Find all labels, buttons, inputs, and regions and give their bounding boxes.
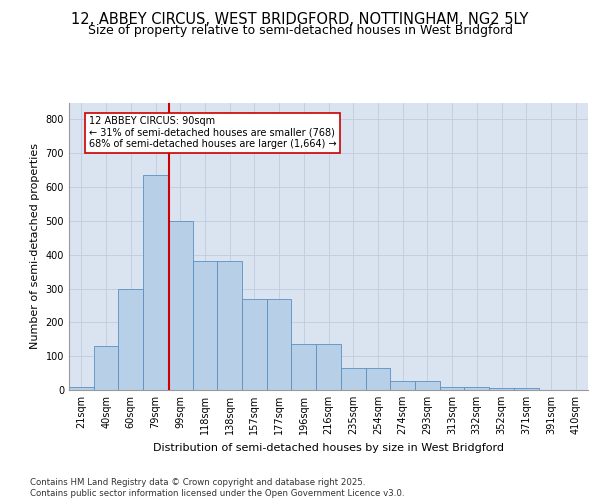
Bar [292, 344, 316, 390]
Bar [118, 288, 143, 390]
Bar [94, 346, 118, 390]
Bar [341, 368, 365, 390]
Bar [390, 380, 415, 390]
Bar [143, 175, 168, 390]
Bar [415, 380, 440, 390]
Bar [440, 386, 464, 390]
Bar [267, 298, 292, 390]
Text: 12, ABBEY CIRCUS, WEST BRIDGFORD, NOTTINGHAM, NG2 5LY: 12, ABBEY CIRCUS, WEST BRIDGFORD, NOTTIN… [71, 12, 529, 28]
X-axis label: Distribution of semi-detached houses by size in West Bridgford: Distribution of semi-detached houses by … [153, 442, 504, 452]
Y-axis label: Number of semi-detached properties: Number of semi-detached properties [30, 143, 40, 350]
Bar [217, 262, 242, 390]
Bar [489, 388, 514, 390]
Bar [464, 386, 489, 390]
Bar [69, 386, 94, 390]
Bar [193, 262, 217, 390]
Text: 12 ABBEY CIRCUS: 90sqm
← 31% of semi-detached houses are smaller (768)
68% of se: 12 ABBEY CIRCUS: 90sqm ← 31% of semi-det… [89, 116, 337, 149]
Bar [242, 298, 267, 390]
Bar [365, 368, 390, 390]
Bar [316, 344, 341, 390]
Text: Contains HM Land Registry data © Crown copyright and database right 2025.
Contai: Contains HM Land Registry data © Crown c… [30, 478, 404, 498]
Text: Size of property relative to semi-detached houses in West Bridgford: Size of property relative to semi-detach… [88, 24, 512, 37]
Bar [514, 388, 539, 390]
Bar [168, 221, 193, 390]
